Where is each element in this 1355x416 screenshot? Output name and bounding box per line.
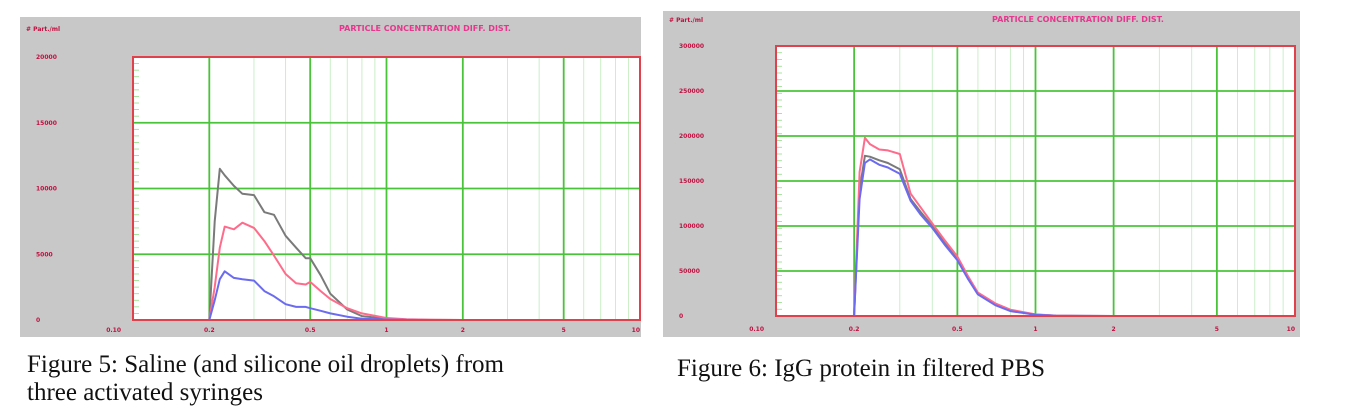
y-tick-label: 10000 (36, 186, 57, 193)
x-tick-label: 2 (1112, 326, 1116, 333)
x-tick-label: 0.2 (204, 327, 215, 334)
x-tick-label: 2 (461, 327, 465, 334)
series-line-2 (208, 221, 463, 321)
figure-5-caption-line-2: three activated syringes (27, 379, 264, 406)
y-tick-label: 300000 (679, 43, 704, 50)
series-line-1 (208, 167, 463, 321)
y-tick-label: 100000 (679, 223, 704, 230)
x-tick-label: 1 (1033, 326, 1037, 333)
chart-svg-2: PARTICLE CONCENTRATION DIFF. DIST. # Part… (669, 15, 1296, 333)
chart-panel-2: PARTICLE CONCENTRATION DIFF. DIST. # Part… (663, 11, 1300, 337)
x-tick-label: 5 (562, 327, 566, 334)
figure-6-caption: Figure 6: IgG protein in filtered PBS (677, 355, 1297, 383)
y-tick-label: 15000 (36, 120, 57, 127)
chart-panel-1: PARTICLE CONCENTRATION DIFF. DIST. # Part… (20, 17, 641, 337)
figure-5-caption-line-1: Figure 5: Saline (and silicone oil dropl… (27, 351, 504, 378)
figure-5-caption: Figure 5: Saline (and silicone oil dropl… (27, 351, 647, 407)
chart-title: PARTICLE CONCENTRATION DIFF. DIST. (339, 24, 511, 33)
chart-svg-1: PARTICLE CONCENTRATION DIFF. DIST. # Part… (26, 24, 641, 334)
x-tick-label: 10 (1287, 326, 1295, 333)
y-tick-label: 20000 (36, 54, 57, 61)
y-tick-label: 0 (36, 317, 40, 324)
y-axis-label: # Part./ml (26, 26, 60, 33)
x-tick-label: 0.10 (106, 327, 121, 334)
y-axis-label: # Part./ml (669, 17, 703, 24)
chart-title: PARTICLE CONCENTRATION DIFF. DIST. (992, 15, 1164, 24)
y-tick-label: 50000 (679, 268, 700, 275)
x-tick-label: 10 (632, 327, 640, 334)
series-line-3 (853, 158, 1114, 317)
y-tick-label: 150000 (679, 178, 704, 185)
x-tick-label: 0.10 (749, 326, 764, 333)
x-tick-label: 1 (384, 327, 388, 334)
y-tick-label: 0 (679, 313, 683, 320)
x-tick-label: 0.5 (952, 326, 963, 333)
x-tick-label: 0.5 (305, 327, 316, 334)
x-tick-label: 5 (1215, 326, 1219, 333)
y-tick-label: 250000 (679, 88, 704, 95)
y-tick-label: 200000 (679, 133, 704, 140)
figure-6-caption-line-1: Figure 6: IgG protein in filtered PBS (677, 355, 1046, 382)
x-tick-label: 0.2 (849, 326, 860, 333)
y-tick-label: 5000 (36, 251, 53, 258)
